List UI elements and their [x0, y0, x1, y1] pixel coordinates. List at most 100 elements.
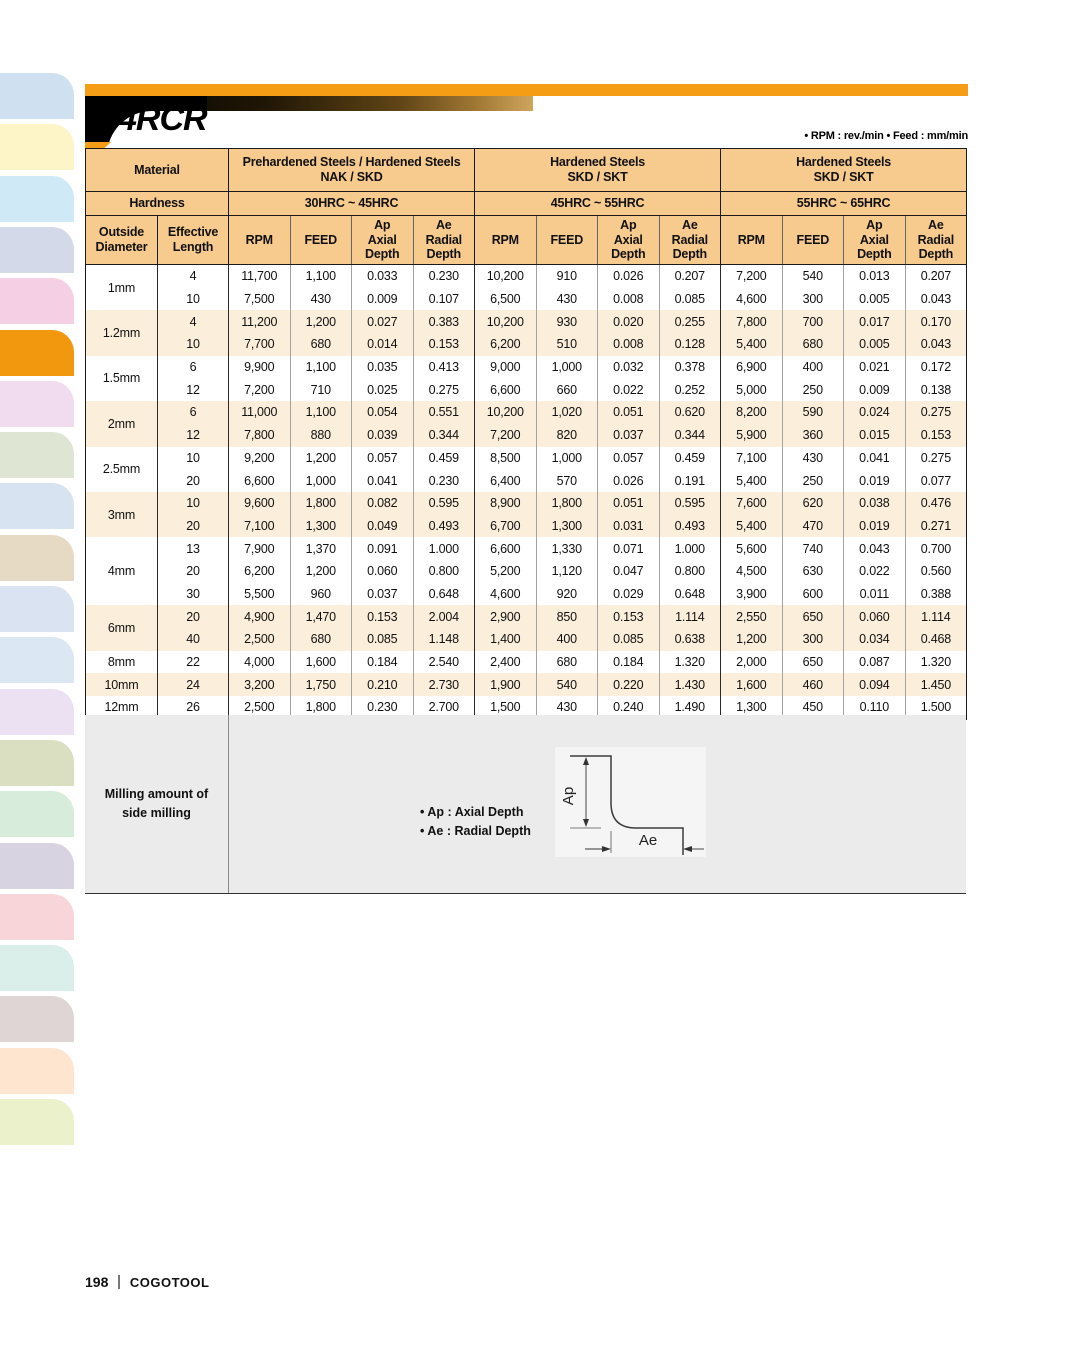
table-row: 20 7,100 1,300 0.049 0.493 6,700 1,300 0.031 0.4… [86, 514, 967, 538]
value-cell: 0.648 [412, 582, 475, 606]
table-row: 2.5mm 10 9,200 1,200 0.057 0.459 8,500 1,000 0.0… [86, 446, 967, 476]
value-cell: 0.170 [904, 310, 967, 334]
value-cell: 0.014 [351, 333, 413, 356]
value-cell: 9,000 [474, 355, 537, 379]
value-cell: 5,900 [720, 423, 783, 447]
value-cell: 2,500 [228, 696, 290, 720]
length-cell: 10 [157, 491, 229, 515]
value-cell: 1,800 [289, 696, 352, 720]
header-ribbon: 4RCR • RPM : rev./min • Feed : mm/min [85, 84, 968, 158]
value-cell: 0.468 [904, 628, 967, 651]
value-cell: 0.060 [351, 559, 413, 583]
value-cell: 2,900 [474, 605, 537, 628]
value-cell: 6,900 [720, 355, 783, 379]
value-cell: 250 [781, 469, 844, 492]
value-cell: 0.054 [351, 401, 413, 424]
section-divider [228, 715, 229, 893]
value-cell: 0.060 [843, 605, 906, 628]
value-cell: 450 [781, 696, 844, 720]
value-cell: 0.029 [597, 582, 660, 606]
sub-col-header: RPM [474, 215, 537, 265]
value-cell: 2,000 [720, 650, 783, 674]
value-cell: 0.057 [351, 446, 413, 470]
table-row: 20 6,600 1,000 0.041 0.230 6,400 570 0.026 0.191… [86, 469, 967, 492]
value-cell: 430 [289, 287, 352, 311]
length-cell: 24 [157, 673, 229, 697]
value-cell: 7,900 [228, 537, 290, 560]
page-number: 198 [85, 1274, 109, 1290]
sidebar-tab-14 [0, 739, 74, 786]
value-cell: 1.114 [658, 605, 721, 628]
value-cell: 0.039 [351, 423, 413, 447]
length-cell: 12 [157, 378, 229, 402]
brand-name: COGOTOOL [129, 1274, 210, 1290]
value-cell: 2.730 [412, 673, 475, 697]
value-cell: 0.082 [351, 491, 413, 515]
table-row: 1.2mm 4 11,200 1,200 0.027 0.383 10,200 930 0.02… [85, 310, 967, 356]
side-milling-diagram: Ap Ae [555, 747, 706, 857]
value-cell: 1,400 [474, 628, 537, 651]
value-cell: 0.037 [597, 423, 660, 447]
value-cell: 2,550 [720, 605, 783, 628]
value-cell: 0.041 [843, 446, 906, 470]
value-cell: 0.344 [412, 423, 475, 447]
hardness-range-2: 45HRC ~ 55HRC [474, 191, 721, 216]
value-cell: 2,400 [474, 650, 537, 674]
sub-col-header: RPM [720, 215, 783, 265]
sidebar-tab-9 [0, 483, 74, 530]
value-cell: 0.383 [412, 310, 475, 334]
value-cell: 0.005 [843, 333, 906, 356]
value-cell: 1,800 [289, 491, 352, 515]
legend-ap: • Ap : Axial Depth [420, 805, 524, 819]
value-cell: 10,200 [474, 310, 537, 334]
sub-col-header: FEED [289, 215, 352, 265]
value-cell: 0.011 [843, 582, 906, 606]
table-row: 3mm 10 9,600 1,800 0.082 0.595 8,900 1,800 0.051… [85, 491, 967, 538]
orange-wedge [85, 142, 111, 153]
value-cell: 0.021 [843, 355, 906, 379]
value-cell: 0.085 [351, 628, 413, 651]
value-cell: 0.091 [351, 537, 413, 560]
value-cell: 0.019 [843, 514, 906, 538]
value-cell: 0.005 [843, 287, 906, 311]
length-cell: 4 [157, 310, 229, 334]
value-cell: 570 [535, 469, 598, 492]
value-cell: 600 [781, 582, 844, 606]
value-cell: 0.220 [597, 673, 660, 697]
value-cell: 2.004 [412, 605, 475, 628]
value-cell: 650 [781, 650, 844, 674]
sidebar-tab-1 [0, 73, 74, 119]
value-cell: 0.107 [412, 287, 475, 311]
value-cell: 0.595 [658, 491, 721, 515]
value-cell: 540 [535, 673, 598, 697]
page-footer: 198 COGOTOOL [85, 1274, 209, 1290]
value-cell: 5,200 [474, 559, 537, 583]
diameter-cell: 1.5mm [102, 371, 141, 386]
value-cell: 0.476 [904, 491, 967, 515]
value-cell: 5,600 [720, 537, 783, 560]
value-cell: 1,300 [720, 696, 783, 720]
sub-col-header: Ae Radial Depth [904, 215, 967, 265]
value-cell: 0.493 [658, 514, 721, 538]
value-cell: 0.172 [904, 355, 967, 379]
value-cell: 880 [289, 423, 352, 447]
value-cell: 0.071 [597, 537, 660, 560]
value-cell: 9,600 [228, 491, 290, 515]
table-row: 10 7,700 680 0.014 0.153 6,200 510 0.008 0.128 5,… [86, 333, 967, 356]
profile-curve [570, 755, 684, 855]
length-cell: 26 [157, 696, 229, 720]
value-cell: 470 [781, 514, 844, 538]
diameter-cell: 4mm [107, 564, 136, 579]
footer-divider [118, 1275, 120, 1289]
value-cell: 6,200 [474, 333, 537, 356]
value-cell: 0.240 [597, 696, 660, 720]
value-cell: 8,900 [474, 491, 537, 515]
value-cell: 680 [289, 628, 352, 651]
value-cell: 0.043 [904, 333, 967, 356]
value-cell: 0.275 [412, 378, 475, 402]
value-cell: 5,400 [720, 469, 783, 492]
value-cell: 0.020 [597, 310, 660, 334]
sub-col-header: RPM [228, 215, 290, 265]
value-cell: 0.191 [658, 469, 721, 492]
sidebar-tab-16 [0, 842, 74, 889]
